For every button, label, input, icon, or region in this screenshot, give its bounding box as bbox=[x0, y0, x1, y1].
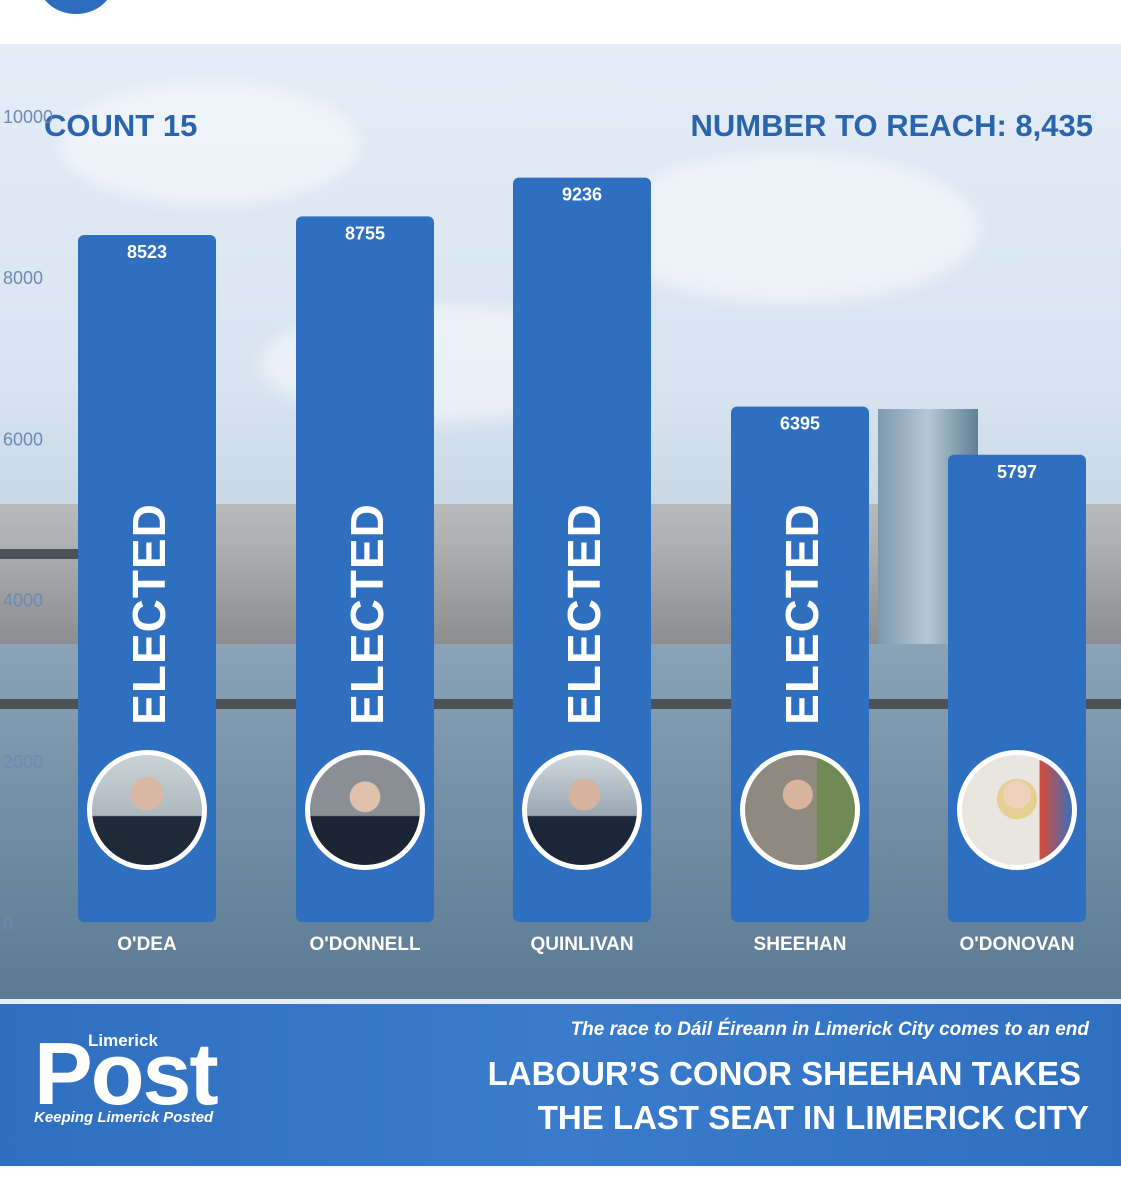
logo-small-text: Limerick bbox=[88, 1031, 158, 1050]
y-tick-label: 10000 bbox=[3, 107, 53, 127]
infographic-card: COUNT 15 NUMBER TO REACH: 8,435 0 2000 400… bbox=[0, 44, 1121, 1166]
y-tick-label: 0 bbox=[3, 913, 13, 933]
elected-label: ELECTED bbox=[558, 503, 610, 725]
elected-label: ELECTED bbox=[123, 503, 175, 725]
profile-avatar[interactable] bbox=[38, 0, 114, 14]
bar-value-label: 9236 bbox=[562, 185, 602, 205]
y-tick-label: 4000 bbox=[3, 591, 43, 611]
bar-value-label: 8755 bbox=[345, 223, 385, 243]
category-label: O'DONNELL bbox=[309, 934, 421, 955]
footer-subtitle: The race to Dáil Éireann in Limerick Cit… bbox=[570, 1019, 1089, 1040]
y-tick-label: 8000 bbox=[3, 268, 43, 288]
logo-tagline: Keeping Limerick Posted bbox=[34, 1109, 214, 1126]
category-label: QUINLIVAN bbox=[530, 934, 633, 955]
footer-headline-1: LABOUR’S CONOR SHEEHAN TAKES bbox=[487, 1055, 1081, 1092]
candidate-photo bbox=[305, 750, 425, 870]
bar-value-label: 8523 bbox=[127, 242, 167, 262]
y-tick-label: 2000 bbox=[3, 752, 43, 772]
elected-label: ELECTED bbox=[776, 503, 828, 725]
count-label: COUNT 15 bbox=[44, 108, 198, 143]
bar bbox=[513, 177, 651, 923]
bar bbox=[78, 235, 216, 922]
category-label: O'DEA bbox=[117, 934, 177, 955]
bar bbox=[296, 216, 434, 923]
category-label: O'DONOVAN bbox=[959, 934, 1074, 955]
footer-headline-2: THE LAST SEAT IN LIMERICK CITY bbox=[537, 1099, 1089, 1136]
candidate-photo bbox=[522, 750, 642, 870]
footer-banner: Post Limerick Keeping Limerick Posted Th… bbox=[0, 1004, 1121, 1166]
candidate-photo bbox=[740, 750, 860, 870]
bar-value-label: 6395 bbox=[780, 414, 820, 434]
footer-divider bbox=[0, 999, 1121, 1007]
bar-value-label: 5797 bbox=[997, 462, 1037, 482]
quota-label: NUMBER TO REACH: 8,435 bbox=[690, 108, 1093, 143]
candidate-photo bbox=[87, 750, 207, 870]
category-label: SHEEHAN bbox=[754, 934, 847, 955]
bridge bbox=[0, 549, 80, 559]
y-tick-label: 6000 bbox=[3, 429, 43, 449]
logo-wordmark: Post bbox=[34, 1024, 219, 1123]
candidate-photo bbox=[957, 750, 1077, 870]
elected-label: ELECTED bbox=[341, 503, 393, 725]
